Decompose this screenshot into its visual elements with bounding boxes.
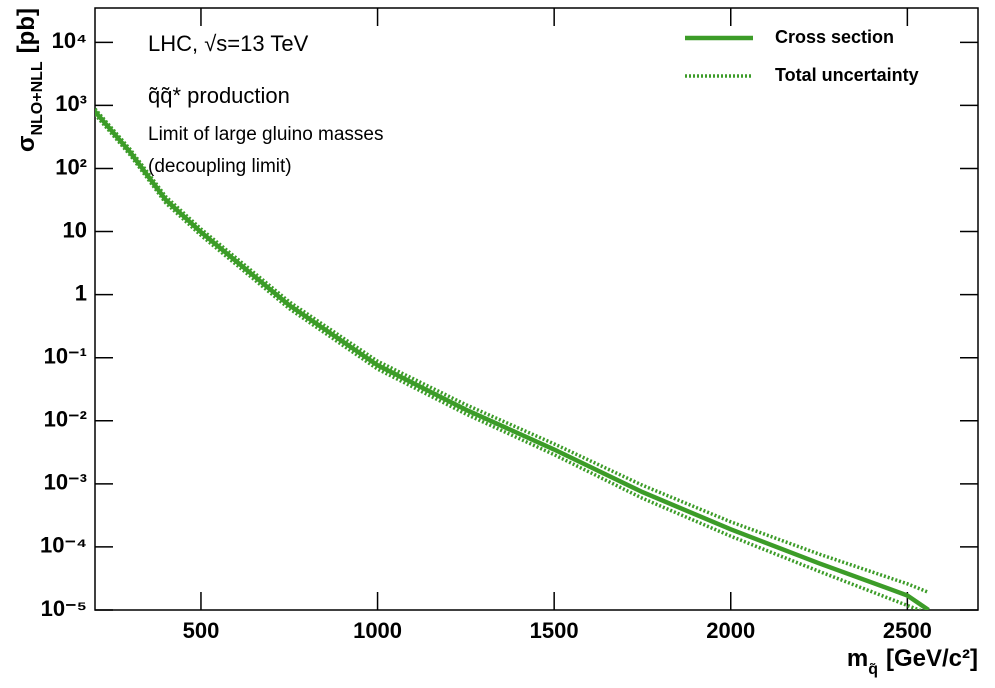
x-tick-label: 1500	[530, 618, 579, 643]
x-title-part: m	[847, 645, 868, 672]
annotation: LHC, √s=13 TeV	[148, 31, 309, 56]
y-tick-label: 10⁻²	[44, 407, 87, 432]
series-line	[95, 113, 925, 610]
y-axis-title: σNLO+NLL [pb]	[13, 8, 46, 152]
x-title-part: [GeV/c²]	[886, 645, 978, 672]
y-title-part: [pb]	[13, 8, 40, 53]
y-tick-label: 1	[75, 280, 87, 305]
x-tick-label: 2000	[706, 618, 755, 643]
y-tick-label: 10²	[55, 154, 87, 179]
y-tick-label: 10	[63, 217, 87, 242]
series-line	[95, 110, 930, 610]
legend-label: Total uncertainty	[775, 65, 919, 85]
series-line	[95, 107, 930, 595]
legend-label: Cross section	[775, 27, 894, 47]
x-tick-label: 500	[183, 618, 220, 643]
y-tick-label: 10⁻⁴	[40, 533, 87, 558]
y-tick-label: 10⁴	[52, 28, 87, 53]
x-tick-label: 2500	[883, 618, 932, 643]
y-tick-label: 10⁻⁵	[41, 596, 87, 621]
y-tick-label: 10³	[55, 91, 87, 116]
x-axis-title: mq̃ [GeV/c²]	[847, 645, 978, 678]
annotation: (decoupling limit)	[148, 156, 292, 177]
annotation: q̃q̃* production	[148, 83, 290, 108]
y-title-part: σ	[13, 136, 40, 152]
x-title-part: q̃	[868, 661, 878, 678]
x-tick-label: 1000	[353, 618, 402, 643]
plot-frame	[94, 7, 979, 611]
y-tick-label: 10⁻³	[44, 470, 87, 495]
y-title-part: NLO+NLL	[29, 61, 46, 135]
annotation: Limit of large gluino masses	[148, 124, 384, 145]
y-tick-label: 10⁻¹	[44, 344, 87, 369]
